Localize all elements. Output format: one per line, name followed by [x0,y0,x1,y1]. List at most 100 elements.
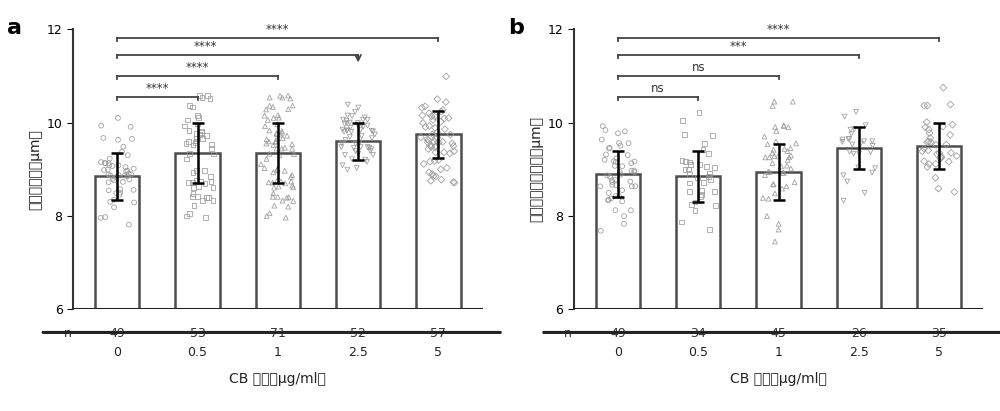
Point [265,104,281,110]
Point [274,129,290,136]
Point [97,214,113,220]
Point [777,145,793,152]
Point [682,180,698,186]
Bar [336,141,380,309]
Text: 2.5: 2.5 [348,346,368,360]
Point [357,114,373,121]
Point [919,102,935,109]
Point [701,150,717,157]
Point [692,193,708,200]
Point [277,180,293,187]
Point [124,136,140,142]
Point [607,176,623,183]
Point [420,139,436,145]
Point [923,139,939,145]
Point [271,183,287,190]
Point [433,109,449,115]
Text: ****: **** [767,23,790,36]
Point [265,194,281,200]
Text: 45: 45 [771,327,786,340]
Point [184,179,200,186]
Point [102,155,118,162]
Point [600,197,616,203]
Point [185,194,201,200]
Point [438,73,454,80]
Point [253,161,269,168]
Point [126,199,142,206]
Point [783,145,799,152]
Point [364,135,380,141]
Point [942,101,958,108]
Point [779,162,795,169]
Point [446,179,462,186]
Point [623,160,639,166]
Point [693,187,709,194]
Point [262,102,278,109]
Point [921,138,937,145]
Point [844,141,860,148]
Point [348,148,364,155]
Point [932,155,948,162]
Text: 71: 71 [270,327,286,340]
Point [676,131,692,137]
Point [339,166,355,173]
Point [696,179,712,186]
Point [623,167,639,174]
Point [771,226,787,233]
Point [205,198,221,204]
Point [424,171,440,177]
Point [283,173,299,180]
Point [624,183,640,190]
Point [943,150,959,156]
Point [266,202,282,209]
Point [607,163,623,169]
Point [593,227,609,234]
Point [608,155,624,162]
Point [767,238,783,245]
Point [349,165,365,171]
Point [928,161,944,167]
Point [284,172,300,178]
Point [277,144,293,151]
Point [602,173,618,180]
Point [698,163,714,169]
Point [285,198,301,204]
Point [271,114,287,121]
Point [441,115,457,121]
Point [414,112,430,119]
Point [102,199,118,205]
Bar [95,176,139,309]
Point [346,145,362,151]
Point [783,152,799,159]
Point [335,162,351,169]
Text: 5: 5 [434,346,442,360]
Point [181,127,197,134]
Point [352,127,368,134]
Point [185,142,201,148]
Point [193,178,209,185]
Point [194,135,210,141]
Point [843,131,859,137]
Point [342,119,358,126]
Point [274,94,290,101]
Point [110,115,126,121]
Point [117,172,133,179]
Point [275,135,291,141]
Point [919,139,935,145]
Point [775,169,791,176]
Point [613,171,629,178]
Point [421,123,437,129]
Text: 49: 49 [109,327,125,340]
Point [185,104,201,110]
Point [839,178,855,185]
Point [689,174,705,180]
Point [114,149,130,155]
Point [757,154,773,161]
Point [597,127,613,133]
Point [337,152,353,158]
Point [611,140,627,146]
Point [281,194,297,201]
Point [185,190,201,196]
Point [920,147,936,154]
Point [608,182,624,189]
